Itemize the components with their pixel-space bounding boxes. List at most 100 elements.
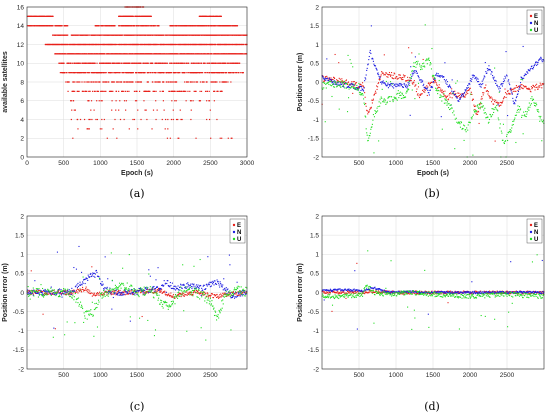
series-point-U <box>457 122 459 124</box>
satellite-point <box>101 90 103 92</box>
series-point-U <box>335 83 337 85</box>
series-point-U <box>348 97 350 99</box>
series-point-N <box>121 291 123 293</box>
series-point-U <box>490 116 492 118</box>
x-tick-label: 500 <box>354 160 365 167</box>
series-point-N <box>531 65 533 67</box>
satellite-point <box>232 34 234 36</box>
satellite-point <box>150 15 152 17</box>
satellite-point <box>222 34 224 36</box>
series-point-E <box>185 294 187 296</box>
series-point-N <box>484 61 486 64</box>
satellite-point <box>225 81 227 83</box>
y-tick-label: 0.5 <box>310 61 319 68</box>
series-point-N <box>191 287 193 289</box>
series-point-U <box>430 63 432 65</box>
series-point-N <box>145 286 147 289</box>
satellite-point <box>81 81 83 83</box>
series-point-E <box>38 289 40 292</box>
series-point-N <box>92 273 94 275</box>
satellite-point <box>186 62 188 64</box>
series-point-E <box>429 85 431 87</box>
satellite-point <box>152 81 154 83</box>
satellite-point <box>114 25 116 27</box>
satellite-point <box>141 34 143 36</box>
satellite-point <box>99 81 101 83</box>
satellite-point <box>110 72 112 74</box>
satellite-point <box>112 43 114 46</box>
series-point-E <box>500 101 502 104</box>
series-point-N <box>149 291 151 293</box>
series-point-E <box>451 88 453 90</box>
satellite-point <box>230 137 232 139</box>
satellite-point <box>111 81 114 83</box>
series-point-E <box>368 111 370 113</box>
x-tick-label: 3000 <box>240 160 255 167</box>
satellite-point <box>90 62 93 64</box>
series-point-E <box>85 288 87 290</box>
series-point-N <box>414 72 416 74</box>
satellite-point <box>147 25 149 27</box>
satellite-point <box>115 43 117 46</box>
y-tick-label: 6 <box>20 98 24 105</box>
satellite-point <box>206 62 208 64</box>
satellite-point <box>161 90 163 92</box>
satellite-point <box>129 62 131 64</box>
series-point-E <box>468 89 470 91</box>
series-point-U <box>360 93 363 95</box>
satellite-point <box>205 25 207 27</box>
satellite-point <box>142 34 144 36</box>
series-point-U <box>355 87 357 89</box>
series-point-E <box>226 295 228 297</box>
series-point-E <box>326 75 328 77</box>
satellite-point <box>144 90 147 92</box>
series-point-E <box>538 85 540 87</box>
satellite-point <box>195 137 197 139</box>
series-point-E <box>496 101 498 103</box>
series-point-E <box>123 291 125 293</box>
satellite-point <box>197 72 199 74</box>
series-point-N <box>165 282 167 284</box>
series-point-U <box>515 141 517 144</box>
series-point-U <box>384 99 386 101</box>
series-point-U <box>524 114 526 116</box>
satellite-point <box>193 90 195 92</box>
series-point-E <box>374 90 377 92</box>
series-point-U <box>485 113 487 115</box>
series-point-N <box>102 284 104 286</box>
satellite-point <box>87 128 89 130</box>
series-point-U <box>510 130 512 132</box>
satellite-point <box>229 34 232 36</box>
satellite-point <box>219 34 221 36</box>
satellite-point <box>132 62 134 64</box>
series-point-N <box>448 85 450 87</box>
series-point-N <box>467 86 469 89</box>
satellite-point <box>193 81 195 83</box>
series-point-E <box>193 291 195 293</box>
series-point-N <box>538 59 540 61</box>
satellite-point <box>225 34 227 36</box>
series-point-N <box>87 274 89 276</box>
series-point-E <box>103 293 105 295</box>
series-point-E <box>204 291 206 293</box>
satellite-point <box>142 62 144 64</box>
satellite-point <box>99 128 101 130</box>
series-point-N <box>352 83 354 85</box>
series-point-E <box>106 292 108 294</box>
series-point-N <box>206 285 208 287</box>
series-point-E <box>540 84 542 86</box>
series-point-N <box>472 76 474 78</box>
series-point-N <box>513 103 515 105</box>
satellite-point <box>124 34 126 36</box>
satellite-point <box>94 90 96 92</box>
series-point-N <box>416 72 419 74</box>
series-point-U <box>421 65 423 67</box>
satellite-point <box>81 53 83 55</box>
series-point-U <box>536 109 538 111</box>
satellite-point <box>151 25 153 27</box>
satellite-point <box>230 72 232 74</box>
series-point-N <box>50 293 52 295</box>
chart-a: 0 500 1000 1500 2000 2500 30000246810121416Epo… <box>2 4 255 200</box>
series-point-U <box>453 110 455 112</box>
satellite-point <box>143 53 145 55</box>
